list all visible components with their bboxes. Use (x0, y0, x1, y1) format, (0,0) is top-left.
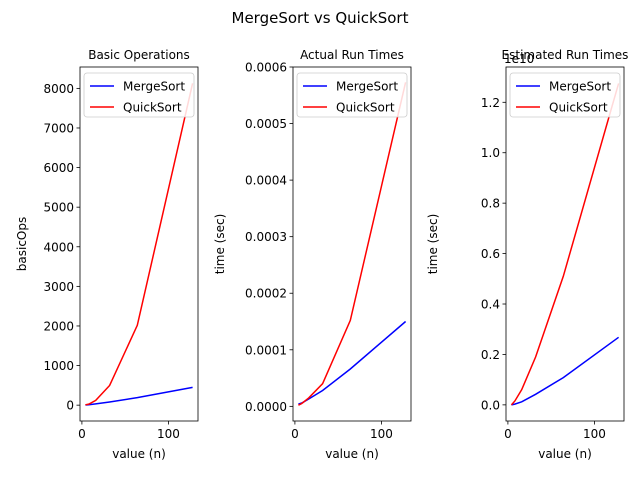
y-tick-label: 5000 (43, 201, 74, 215)
series-line-mergesort (511, 336, 620, 406)
y-axis-label: time (sec) (213, 214, 227, 275)
y-tick-label: 0.0003 (245, 230, 287, 244)
y-tick-label: 6000 (43, 161, 74, 175)
subplot-title: Basic Operations (88, 48, 190, 62)
y-tick-label: 3000 (43, 280, 74, 294)
subplot-2: 0 100 0.0000 0.0001 0.0002 0.0003 0.0004 0.0005… (213, 48, 412, 461)
legend-label: QuickSort (549, 101, 608, 115)
y-tick-label: 0 (66, 399, 74, 413)
offset-text: 1e10 (504, 52, 534, 66)
legend-box (296, 72, 408, 118)
legend: MergeSort QuickSort (509, 72, 621, 118)
series-line-quicksort (85, 83, 194, 406)
subplot-title: Estimated Run Times (502, 48, 629, 62)
y-tick-label: 0.0005 (245, 117, 287, 131)
y-axis-label: time (sec) (426, 214, 440, 275)
y-tick-label: 0.4 (481, 298, 500, 312)
x-axis-label: value (n) (538, 447, 592, 461)
x-axis-label: value (n) (325, 447, 379, 461)
figure-title: MergeSort vs QuickSort (232, 9, 409, 27)
y-tick-label: 8000 (43, 82, 74, 96)
legend-box (509, 72, 621, 118)
y-tick-label: 1.2 (481, 96, 500, 110)
axes-frame (505, 66, 625, 422)
x-tick-label: 0 (78, 427, 86, 441)
legend-label: MergeSort (549, 80, 611, 94)
x-tick-label: 0 (504, 427, 512, 441)
series-line-quicksort (510, 83, 620, 406)
legend-box (83, 72, 195, 118)
x-axis-label: value (n) (112, 447, 166, 461)
y-tick-label: 0.8 (481, 197, 500, 211)
y-tick-label: 1000 (43, 359, 74, 373)
legend-label: MergeSort (123, 80, 185, 94)
y-tick-label: 0.0001 (245, 343, 287, 357)
y-tick-label: 0.0000 (245, 400, 287, 414)
y-tick-label: 1.0 (481, 146, 500, 160)
axes-frame (79, 66, 199, 422)
y-tick-label: 0.6 (481, 247, 500, 261)
subplots: 0 100010002000300040005000600070008000Bas… (15, 48, 628, 461)
legend-label: MergeSort (336, 80, 398, 94)
x-tick-label: 100 (583, 427, 606, 441)
y-axis-label: basicOps (15, 217, 29, 271)
y-tick-label: 0.2 (481, 348, 500, 362)
series-line-mergesort (85, 386, 193, 406)
legend-label: QuickSort (123, 101, 182, 115)
subplot-1: 0 100010002000300040005000600070008000Bas… (15, 48, 199, 461)
x-tick-label: 0 (291, 427, 299, 441)
y-tick-label: 2000 (43, 319, 74, 333)
subplot-title: Actual Run Times (300, 48, 404, 62)
y-tick-label: 0.0006 (245, 61, 287, 75)
series-line-quicksort (298, 82, 407, 406)
legend: MergeSort QuickSort (296, 72, 408, 118)
x-tick-label: 100 (157, 427, 180, 441)
y-tick-label: 0.0002 (245, 287, 287, 301)
y-tick-label: 4000 (43, 240, 74, 254)
y-tick-label: 0.0004 (245, 174, 287, 188)
legend: MergeSort QuickSort (83, 72, 195, 118)
y-tick-label: 0.0 (481, 398, 500, 412)
axes-frame (292, 66, 412, 422)
y-tick-label: 7000 (43, 121, 74, 135)
x-tick-label: 100 (370, 427, 393, 441)
legend-label: QuickSort (336, 101, 395, 115)
